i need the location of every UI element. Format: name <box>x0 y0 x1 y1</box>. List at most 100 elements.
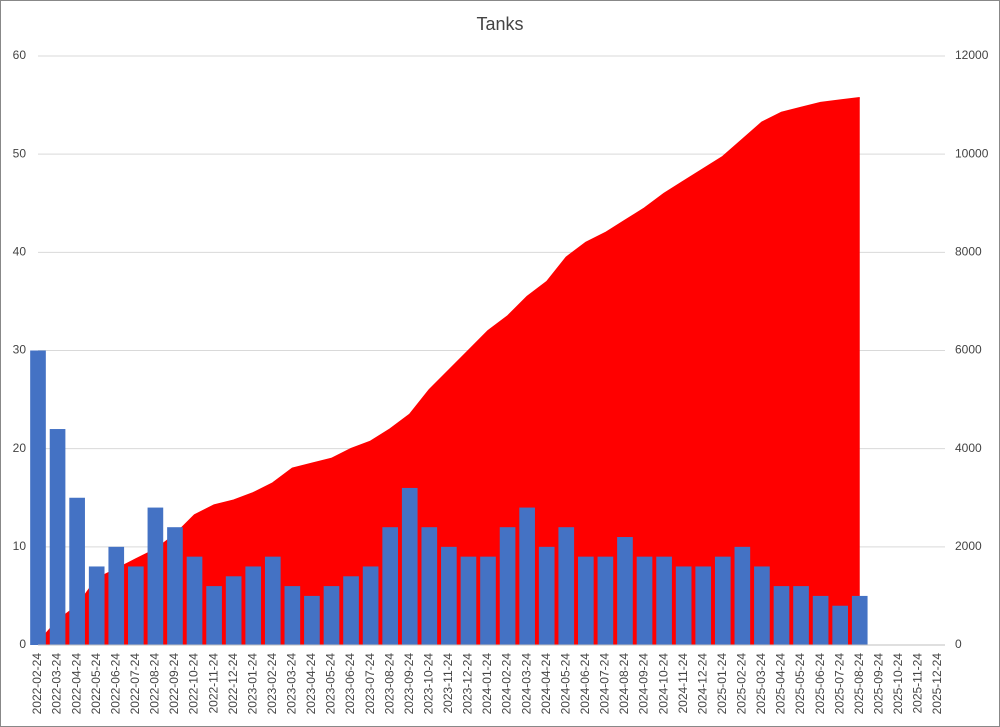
y2-tick-label: 4000 <box>955 441 982 455</box>
bar <box>480 556 496 645</box>
x-tick-label: 2025-08-24 <box>852 653 866 715</box>
x-tick-label: 2022-07-24 <box>128 653 142 715</box>
bar <box>147 507 164 645</box>
x-tick-label: 2025-03-24 <box>754 653 768 715</box>
bar <box>128 566 144 645</box>
bar <box>578 556 594 645</box>
x-tick-label: 2023-02-24 <box>265 653 279 715</box>
y2-tick-label: 6000 <box>955 343 982 357</box>
bar <box>460 556 477 645</box>
bar <box>362 566 379 645</box>
bar <box>773 586 790 645</box>
bar <box>636 556 653 645</box>
x-tick-label: 2023-12-24 <box>461 653 475 715</box>
x-tick-label: 2022-12-24 <box>226 653 240 715</box>
x-tick-label: 2025-01-24 <box>715 653 729 715</box>
y2-tick-label: 8000 <box>955 245 982 259</box>
x-tick-label: 2025-04-24 <box>774 653 788 715</box>
bar <box>656 556 672 645</box>
bar <box>69 497 85 645</box>
bar <box>49 429 66 645</box>
y-tick-label: 0 <box>19 637 26 651</box>
x-tick-label: 2025-11-24 <box>911 653 925 714</box>
bar <box>245 566 262 645</box>
x-tick-label: 2022-11-24 <box>206 653 220 714</box>
bar <box>538 546 555 645</box>
x-tick-label: 2023-05-24 <box>324 653 338 715</box>
bar <box>167 527 183 645</box>
bar <box>108 546 125 645</box>
bar <box>597 556 614 645</box>
x-tick-label: 2024-08-24 <box>617 653 631 715</box>
bar <box>558 527 575 645</box>
x-tick-label: 2024-01-24 <box>480 653 494 715</box>
x-tick-label: 2024-10-24 <box>656 653 670 715</box>
x-tick-label: 2024-11-24 <box>676 653 690 714</box>
bar <box>617 537 633 645</box>
bar <box>675 566 692 645</box>
bar <box>734 546 751 645</box>
y-tick-label: 20 <box>13 441 27 455</box>
y-tick-label: 40 <box>13 245 27 259</box>
x-tick-label: 2025-09-24 <box>871 653 885 715</box>
x-tick-label: 2024-12-24 <box>695 653 709 715</box>
x-tick-label: 2025-05-24 <box>793 653 807 715</box>
x-tick-label: 2025-10-24 <box>891 653 905 715</box>
x-tick-label: 2024-06-24 <box>578 653 592 715</box>
x-tick-label: 2023-07-24 <box>363 653 377 715</box>
y-tick-label: 30 <box>13 343 27 357</box>
x-tick-label: 2023-04-24 <box>304 653 318 715</box>
x-tick-label: 2022-10-24 <box>187 653 201 715</box>
x-tick-label: 2023-09-24 <box>402 653 416 715</box>
bar <box>754 566 770 645</box>
bar <box>264 556 281 645</box>
x-tick-label: 2022-09-24 <box>167 653 181 715</box>
bar <box>812 595 829 645</box>
x-tick-label: 2022-08-24 <box>148 653 162 715</box>
x-tick-label: 2024-07-24 <box>598 653 612 715</box>
x-tick-label: 2022-04-24 <box>69 653 83 715</box>
bar <box>88 566 105 645</box>
x-tick-label: 2022-05-24 <box>89 653 103 715</box>
bar <box>519 507 535 645</box>
y2-tick-label: 0 <box>955 637 962 651</box>
x-tick-label: 2025-06-24 <box>813 653 827 715</box>
bar <box>186 556 203 645</box>
bar <box>714 556 731 645</box>
bar <box>421 527 438 645</box>
bar <box>284 586 301 645</box>
bar <box>401 487 418 645</box>
x-tick-label: 2024-02-24 <box>500 653 514 715</box>
bar <box>832 605 848 645</box>
bar <box>793 586 809 645</box>
x-tick-label: 2023-03-24 <box>285 653 299 715</box>
area-fill <box>38 97 860 646</box>
bar <box>323 586 340 645</box>
y2-tick-label: 2000 <box>955 539 982 553</box>
x-tick-label: 2023-10-24 <box>421 653 435 715</box>
bar <box>499 527 516 645</box>
y-tick-label: 10 <box>13 539 27 553</box>
chart-title: Tanks <box>476 14 523 34</box>
x-tick-label: 2023-11-24 <box>441 653 455 714</box>
bar <box>225 576 242 645</box>
bar <box>695 566 712 645</box>
x-tick-label: 2023-01-24 <box>245 653 259 715</box>
x-tick-label: 2022-02-24 <box>30 653 44 715</box>
bar <box>851 595 868 645</box>
bar <box>304 595 320 645</box>
x-tick-label: 2024-03-24 <box>519 653 533 715</box>
bar <box>30 350 46 645</box>
y-tick-label: 50 <box>13 146 27 160</box>
bar <box>382 527 398 645</box>
x-tick-label: 2024-05-24 <box>558 653 572 715</box>
x-tick-label: 2022-06-24 <box>108 653 122 715</box>
x-tick-label: 2023-06-24 <box>343 653 357 715</box>
x-tick-label: 2023-08-24 <box>382 653 396 715</box>
bar <box>441 546 457 645</box>
x-tick-label: 2025-07-24 <box>832 653 846 715</box>
bar <box>206 586 222 645</box>
y2-tick-label: 10000 <box>955 146 989 160</box>
x-tick-label: 2024-04-24 <box>539 653 553 715</box>
